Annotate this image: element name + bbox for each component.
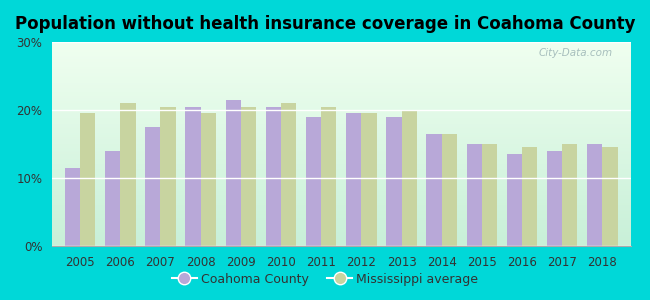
Bar xyxy=(522,147,538,246)
Bar xyxy=(321,106,337,246)
Bar xyxy=(240,106,256,246)
Bar xyxy=(306,117,321,246)
Text: City-Data.com: City-Data.com xyxy=(539,48,613,58)
Bar xyxy=(120,103,136,246)
Bar xyxy=(603,147,618,246)
Bar xyxy=(507,154,522,246)
Bar xyxy=(346,113,361,246)
Bar xyxy=(426,134,442,246)
Bar xyxy=(386,117,402,246)
Bar xyxy=(361,113,376,246)
Bar xyxy=(65,168,80,246)
Bar xyxy=(587,144,603,246)
Bar xyxy=(185,106,201,246)
Bar xyxy=(105,151,120,246)
Bar xyxy=(226,100,240,246)
Bar xyxy=(562,144,577,246)
Bar xyxy=(402,110,417,246)
Bar xyxy=(161,106,176,246)
Bar xyxy=(467,144,482,246)
Bar xyxy=(266,106,281,246)
Bar xyxy=(281,103,296,246)
Bar xyxy=(547,151,562,246)
Bar xyxy=(482,144,497,246)
Legend: Coahoma County, Mississippi average: Coahoma County, Mississippi average xyxy=(167,268,483,291)
Bar xyxy=(145,127,161,246)
Text: Population without health insurance coverage in Coahoma County: Population without health insurance cove… xyxy=(15,15,635,33)
Bar xyxy=(201,113,216,246)
Bar xyxy=(80,113,96,246)
Bar xyxy=(442,134,457,246)
